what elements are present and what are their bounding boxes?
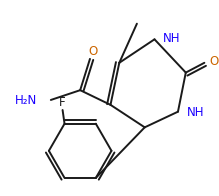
Text: O: O: [88, 44, 97, 58]
Text: NH: NH: [187, 106, 204, 119]
Text: H₂N: H₂N: [15, 94, 37, 107]
Text: NH: NH: [163, 32, 181, 45]
Text: O: O: [209, 55, 219, 68]
Text: F: F: [59, 96, 66, 109]
